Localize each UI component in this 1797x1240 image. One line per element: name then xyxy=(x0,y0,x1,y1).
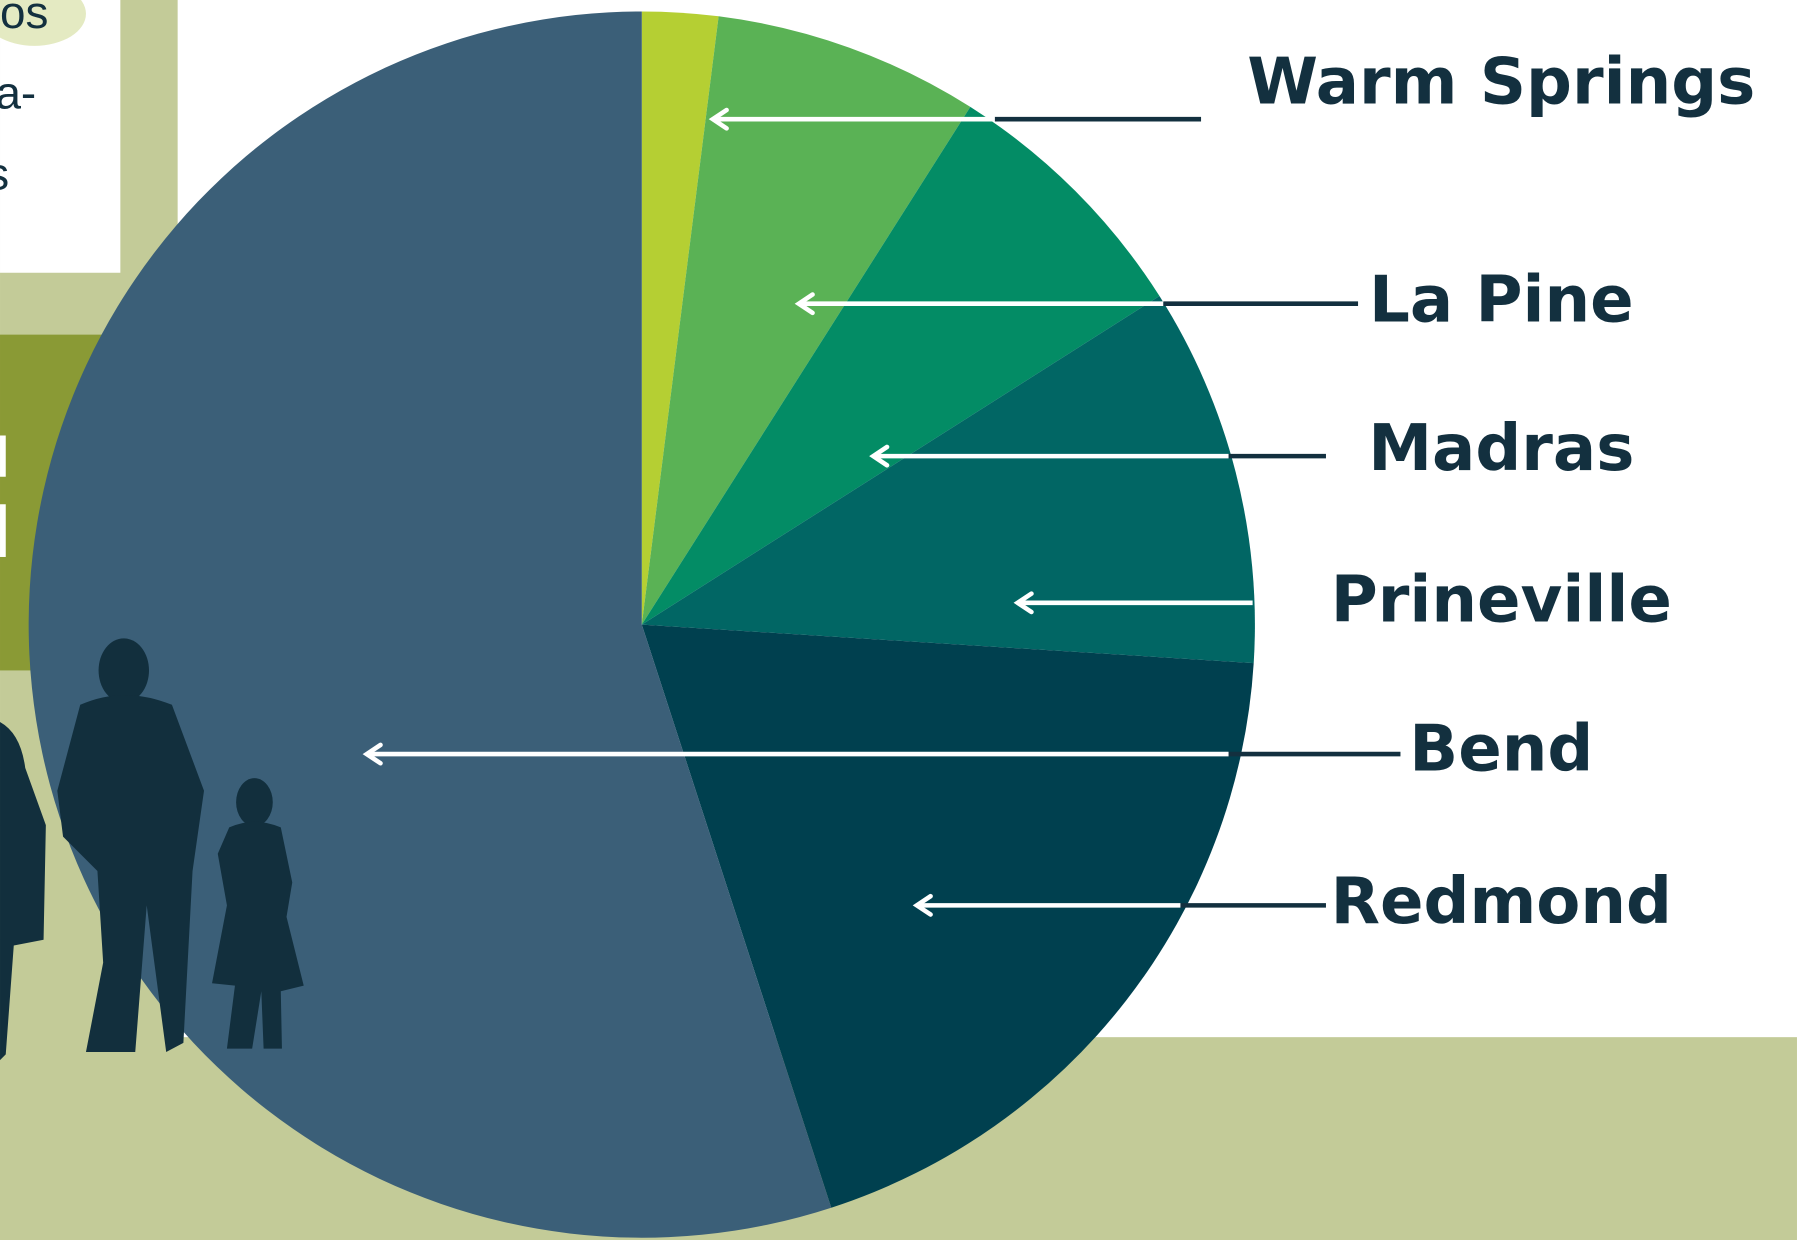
pie xyxy=(29,11,1255,1237)
side-bar xyxy=(0,504,6,557)
side-text: s xyxy=(0,149,9,200)
side-text: os xyxy=(0,0,48,38)
category-label: La Pine xyxy=(1369,262,1634,337)
category-label: Prineville xyxy=(1331,563,1672,638)
side-bar xyxy=(0,435,6,476)
category-label: Madras xyxy=(1368,411,1634,486)
page: {"chart_data": {"type": "pie", "categori… xyxy=(0,0,1797,1240)
category-label: Warm Springs xyxy=(1247,45,1755,120)
category-label: Bend xyxy=(1409,712,1593,787)
chart: os a- s Warm Springs La Pine Madras Prinevi… xyxy=(0,0,1797,1240)
category-label: Redmond xyxy=(1331,864,1672,939)
side-text: a- xyxy=(0,67,36,118)
